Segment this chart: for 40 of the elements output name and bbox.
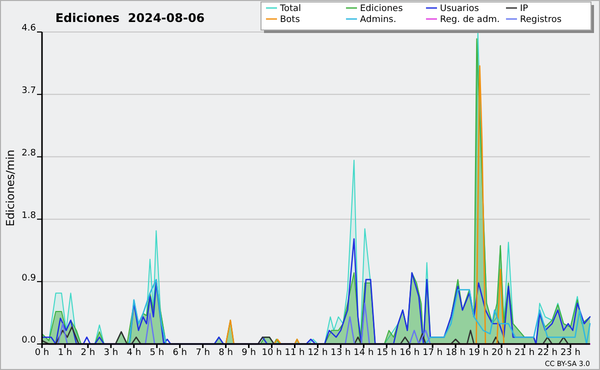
legend-label: Ediciones [360,4,404,14]
x-tick-label: 13 h [330,348,351,358]
x-tick-label: 4 h [126,348,142,358]
x-tick-label: 2 h [80,348,96,358]
legend-label: Registros [520,15,562,25]
x-tick-label: 15 h [376,348,397,358]
y-tick-label: 0.0 [22,336,36,346]
x-tick-label: 10 h [262,348,282,358]
legend-label: Reg. de adm. [440,15,500,25]
x-tick-label: 11 h [284,348,305,358]
x-tick-label: 5 h [150,348,164,358]
legend-label: Usuarios [440,4,480,14]
x-tick-label: 21 h [514,348,535,358]
x-tick-label: 20 h [492,348,512,358]
x-tick-label: 14 h [354,348,374,358]
y-axis-title: Ediciones/min [4,150,17,226]
chart-title: Ediciones 2024-08-06 [55,11,205,25]
y-tick-label: 3.7 [22,86,36,96]
y-tick-label: 2.8 [22,148,36,158]
x-tick-label: 8 h [218,348,233,358]
x-tick-label: 23 h [560,348,580,358]
x-tick-label: 1 h [58,348,72,358]
y-tick-label: 0.9 [22,273,36,284]
legend-label: Total [279,4,302,14]
x-tick-label: 18 h [446,348,466,358]
x-tick-label: 6 h [172,348,188,358]
x-tick-label: 19 h [468,348,489,358]
x-tick-label: 17 h [422,348,443,358]
x-tick-label: 0 h [34,348,50,358]
x-tick-label: 3 h [104,348,118,358]
x-tick-label: 7 h [196,348,210,358]
y-tick-label: 1.8 [22,210,36,221]
x-tick-label: 22 h [537,348,558,358]
x-tick-label: 9 h [242,348,256,358]
y-tick-label: 4.6 [22,24,36,34]
x-tick-label: 12 h [308,348,328,358]
legend-label: Bots [280,15,300,25]
legend-label: Admins. [360,15,396,25]
x-tick-label: 16 h [400,348,420,358]
legend-label: IP [520,4,529,14]
